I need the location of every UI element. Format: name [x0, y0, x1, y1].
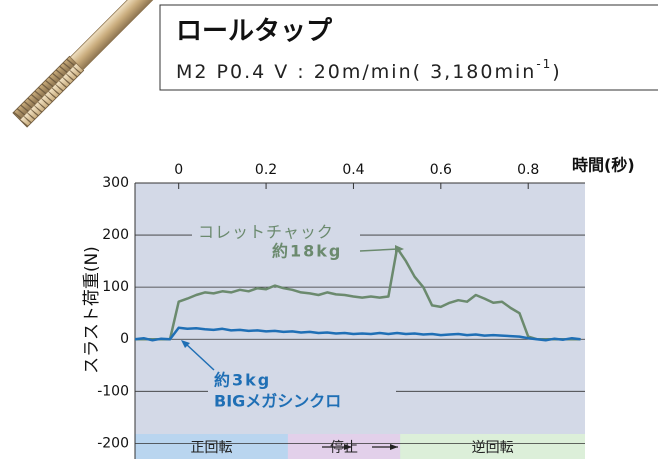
y-tick-label: 200: [102, 227, 129, 243]
phase-label: 逆回転: [472, 440, 514, 456]
x-tick-label: 0: [174, 162, 183, 178]
annotation-arrowhead: [395, 245, 404, 253]
x-tick-label: 0.6: [430, 162, 452, 178]
phase-arrowhead: [390, 444, 398, 450]
series-label: コレットチャック: [198, 223, 334, 242]
y-tick-label: 300: [102, 175, 129, 191]
x-tick-label: 0.4: [342, 162, 364, 178]
annotation: 約18kg: [272, 242, 342, 261]
y-axis-label: スラスト荷重(N): [82, 246, 102, 374]
phase-arrowhead: [344, 444, 352, 450]
plot: 正回転停止逆回転3002001000-100-20000.20.40.60.8コ…: [97, 162, 585, 459]
series-line: [134, 326, 581, 342]
phase-band: [400, 434, 585, 459]
y-tick-label: 100: [102, 279, 129, 295]
annotation: 約3kg: [214, 371, 271, 390]
x-tick-label: 0.2: [255, 162, 277, 178]
subtitle-end: ): [552, 61, 561, 83]
y-tick-label: 0: [120, 331, 129, 347]
x-axis-label: 時間(秒): [572, 156, 635, 175]
subtitle-sup: -1: [536, 57, 552, 71]
y-tick-label: -100: [97, 383, 129, 399]
header-box: [159, 4, 658, 91]
subtitle: M2 P0.4 V : 20m/min( 3,180min-1): [176, 57, 562, 83]
label-bg: [192, 223, 360, 245]
x-tick-label: 0.8: [517, 162, 539, 178]
annotation-arrowhead: [181, 340, 190, 348]
series-line: [135, 246, 581, 341]
phase-label: 正回転: [190, 440, 232, 456]
label-bg: [208, 368, 396, 412]
annotation-line: [359, 248, 399, 252]
y-tick-label: -200: [97, 435, 129, 451]
chart-title: ロールタップ: [176, 17, 333, 47]
annotation-line: [185, 343, 215, 371]
subtitle-text: M2 P0.4 V : 20m/min( 3,180min: [176, 61, 536, 83]
series-label: BIGメガシンクロ: [214, 392, 341, 411]
tap-image: [12, 0, 162, 128]
phase-band: [135, 434, 288, 459]
